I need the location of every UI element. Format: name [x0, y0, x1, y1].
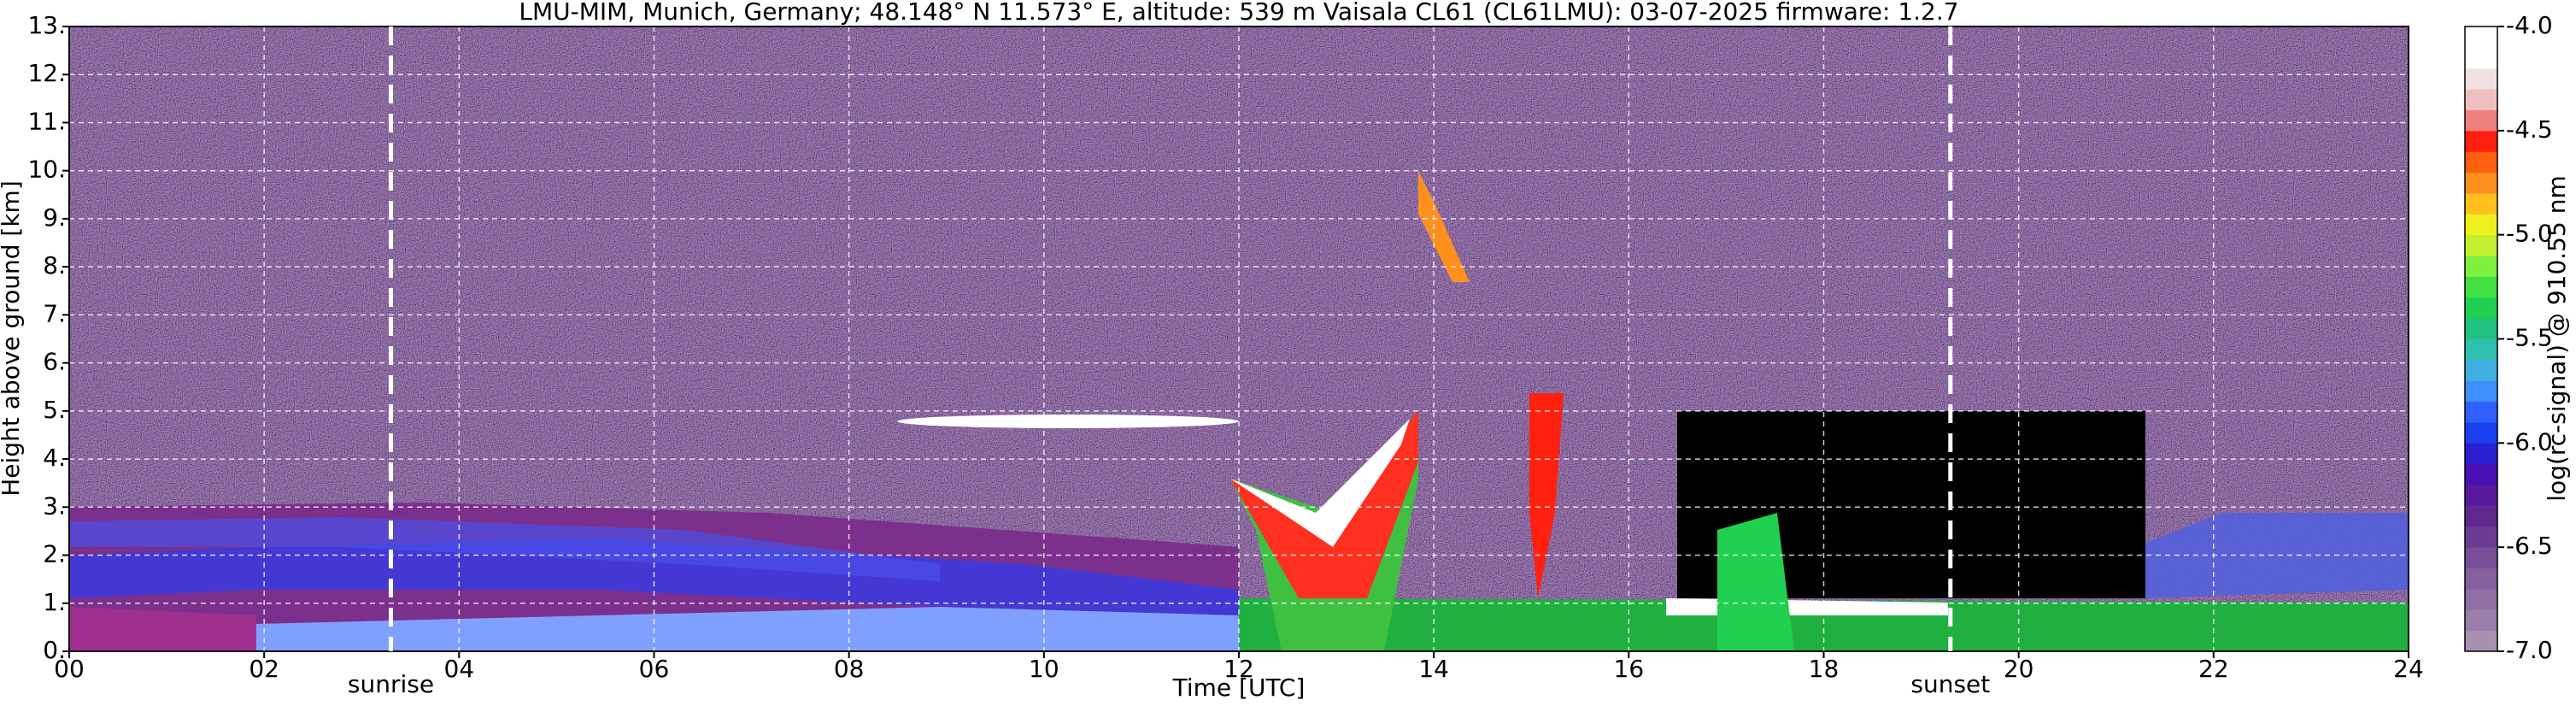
colorbar-segment	[2465, 172, 2497, 194]
y-tick-label: 3.	[43, 491, 66, 520]
colorbar-segment	[2465, 505, 2497, 527]
x-tick-label: 24	[2393, 655, 2424, 683]
colorbar-segment	[2465, 401, 2497, 423]
x-axis-label: Time [UTC]	[1172, 674, 1306, 702]
colorbar-segment	[2465, 192, 2497, 215]
colorbar-segment	[2465, 421, 2497, 444]
y-axis-label: Height above ground [km]	[0, 180, 25, 497]
y-tick-label: 8.	[43, 251, 66, 279]
cloud	[1717, 513, 1794, 651]
colorbar-segment	[2465, 47, 2497, 69]
y-tick-label: 2.	[43, 540, 66, 568]
event-label: sunset	[1910, 670, 1990, 698]
colorbar-segment	[2465, 109, 2497, 132]
x-tick-label: 12	[1223, 655, 1254, 683]
colorbar-segment	[2465, 256, 2497, 277]
colorbar-segment	[2465, 151, 2497, 174]
colorbar-tick-label: -4.5	[2506, 115, 2553, 144]
x-tick-label: 16	[1614, 655, 1645, 683]
colorbar-tick-label: -5.0	[2506, 220, 2553, 248]
cloud	[1230, 419, 1410, 547]
cloud	[1529, 393, 1564, 598]
colorbar-tick-label: -5.5	[2506, 324, 2553, 352]
colorbar-tick-label: -4.0	[2506, 11, 2553, 39]
x-tick-label: 10	[1029, 655, 1059, 683]
x-tick-label: 02	[249, 655, 279, 683]
colorbar-segment	[2465, 380, 2497, 403]
x-tick-label: 18	[1809, 655, 1840, 683]
y-tick-label: 4.	[43, 444, 66, 472]
chart-title: LMU-MIM, Munich, Germany; 48.148° N 11.5…	[519, 0, 1958, 26]
cloud	[897, 415, 1239, 428]
colorbar-segment	[2465, 89, 2497, 110]
surface-layer	[1239, 598, 2409, 651]
colorbar-segment	[2465, 297, 2497, 319]
colorbar-tick-label: -6.5	[2506, 532, 2553, 560]
x-tick-label: 04	[444, 655, 475, 683]
colorbar-segment	[2465, 276, 2497, 298]
colorbar-segment	[2465, 130, 2497, 152]
colorbar-segment	[2465, 68, 2497, 90]
x-tick-label: 00	[54, 655, 85, 683]
y-tick-label: 13.	[27, 11, 66, 39]
colorbar-segment	[2465, 214, 2497, 236]
colorbar-segment	[2465, 26, 2497, 48]
y-tick-label: 6.	[43, 348, 66, 376]
colorbar-segment	[2465, 463, 2497, 485]
y-tick-label: 5.	[43, 396, 66, 424]
colorbar-tick-label: -6.0	[2506, 427, 2553, 456]
y-tick-label: 0.	[43, 636, 66, 664]
colorbar-label: log(rc-signal) @ 910.55 nm	[2543, 175, 2571, 501]
colorbar-segment	[2465, 234, 2497, 256]
surface-layer	[69, 607, 256, 651]
x-tick-label: 14	[1418, 655, 1449, 683]
colorbar-segment	[2465, 568, 2497, 590]
y-tick-label: 11.	[27, 107, 66, 135]
colorbar-segment	[2465, 588, 2497, 610]
x-tick-label: 22	[2198, 655, 2229, 683]
colorbar-segment	[2465, 318, 2497, 339]
event-label: sunrise	[348, 670, 434, 698]
y-tick-label: 12.	[27, 59, 66, 87]
surface-layer	[256, 607, 1239, 651]
cloud	[1230, 410, 1418, 598]
y-tick-label: 7.	[43, 299, 66, 327]
colorbar-segment	[2465, 485, 2497, 506]
y-tick-label: 1.	[43, 588, 66, 616]
colorbar-tick-label: -7.0	[2506, 636, 2553, 664]
aerosol-layer	[69, 517, 940, 581]
cloud	[1418, 171, 1470, 282]
colorbar-segment	[2465, 630, 2497, 652]
colorbar-segment	[2465, 443, 2497, 465]
x-tick-label: 20	[2004, 655, 2034, 683]
colorbar-segment	[2465, 526, 2497, 548]
x-tick-label: 08	[834, 655, 865, 683]
colorbar-segment	[2465, 609, 2497, 632]
colorbar-segment	[2465, 359, 2497, 381]
y-tick-label: 9.	[43, 203, 66, 232]
colorbar-segment	[2465, 338, 2497, 361]
colorbar-segment	[2465, 547, 2497, 569]
x-tick-label: 06	[639, 655, 670, 683]
y-tick-label: 10.	[27, 156, 66, 184]
